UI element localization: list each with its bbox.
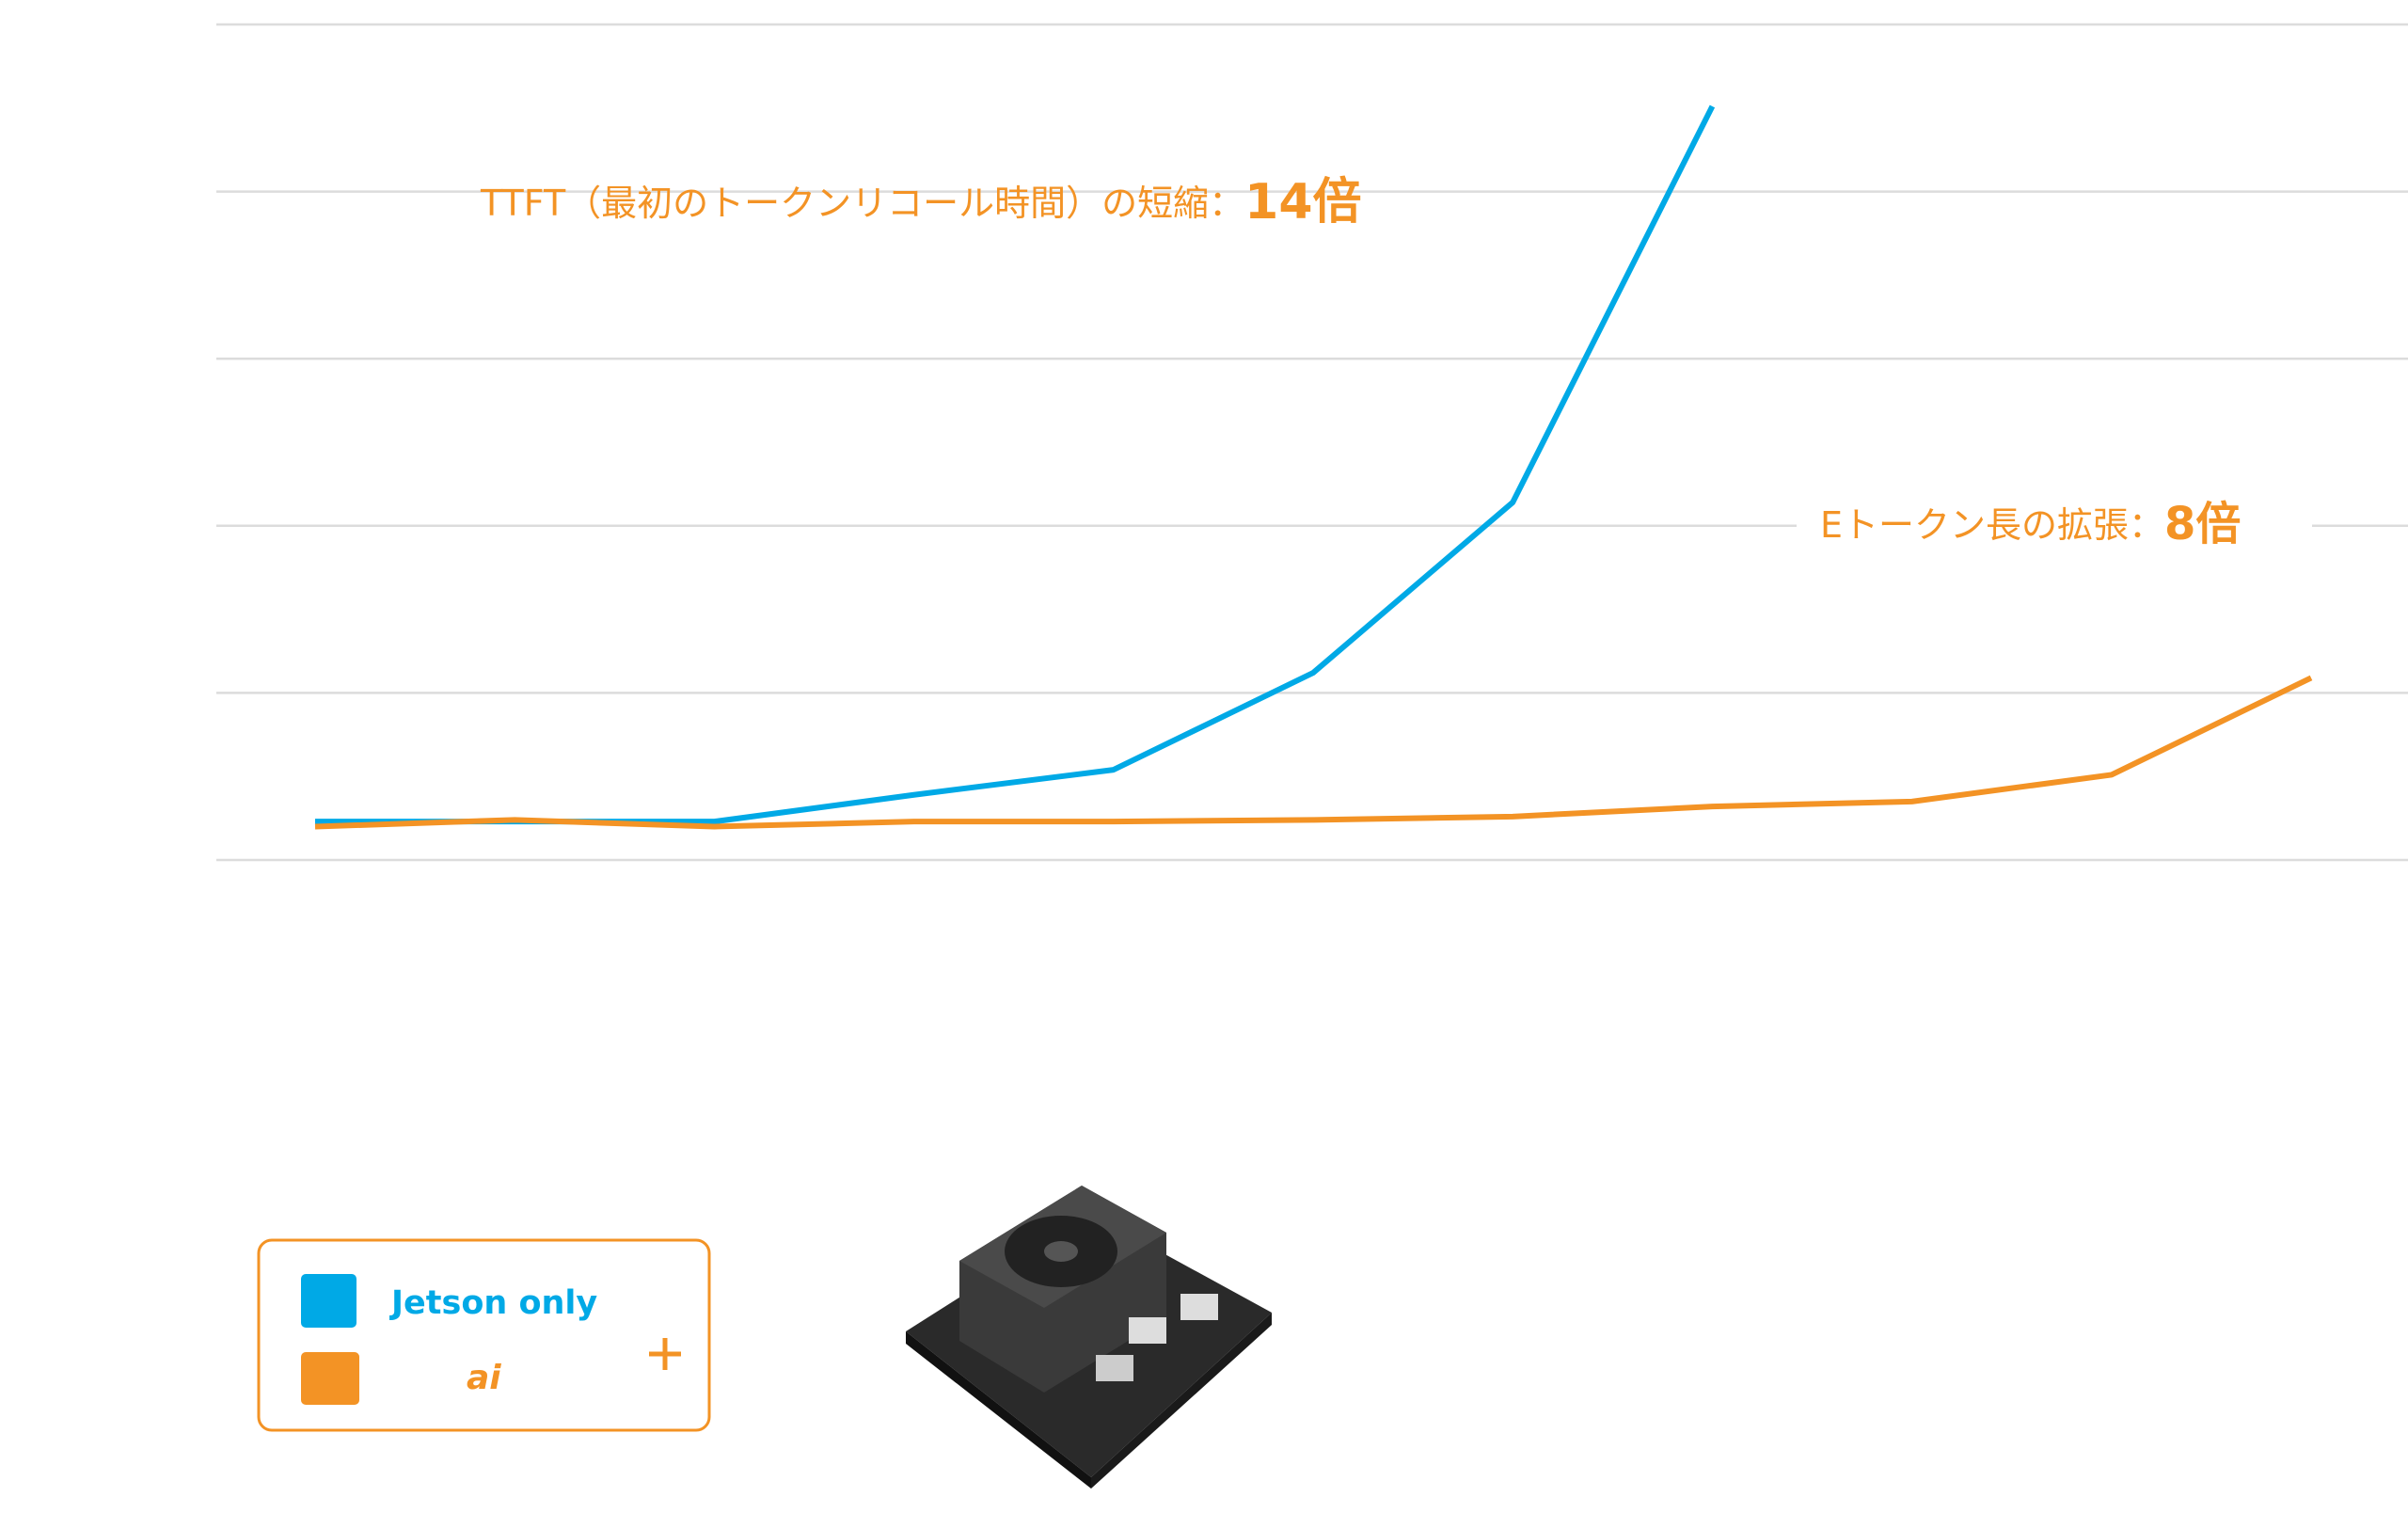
board-edge bbox=[906, 1331, 1091, 1489]
legend-label: Jetson only bbox=[389, 1284, 597, 1322]
annotation-bg bbox=[1797, 499, 2312, 555]
usb-port bbox=[1129, 1317, 1166, 1344]
annotation: Eトークン長の拡張：8倍 bbox=[1820, 498, 2241, 550]
legend-box bbox=[257, 1238, 711, 1432]
legend-label: ai bbox=[467, 1359, 501, 1397]
fan-hub bbox=[1044, 1241, 1078, 1262]
usb-port bbox=[1096, 1355, 1133, 1381]
legend: Jetson only ai bbox=[257, 1238, 711, 1432]
annotation-text: TTFT（最初のトークンリコール時間）の短縮： bbox=[480, 183, 1244, 224]
series-line bbox=[314, 675, 2313, 830]
board-edge bbox=[1091, 1313, 1272, 1489]
lines bbox=[314, 104, 2313, 830]
grid bbox=[216, 23, 2408, 862]
legend-swatch bbox=[301, 1274, 356, 1328]
sparkle-icon bbox=[649, 1338, 681, 1370]
annotation-highlight: 8倍 bbox=[2164, 498, 2241, 550]
legend-swatch bbox=[301, 1352, 359, 1405]
annotation-highlight: 14倍 bbox=[1244, 174, 1361, 231]
device-image bbox=[906, 1186, 1272, 1489]
annotation-text: Eトークン長の拡張： bbox=[1820, 504, 2164, 546]
annotation: TTFT（最初のトークンリコール時間）の短縮：14倍 bbox=[480, 174, 1362, 231]
usb-port bbox=[1180, 1294, 1218, 1320]
